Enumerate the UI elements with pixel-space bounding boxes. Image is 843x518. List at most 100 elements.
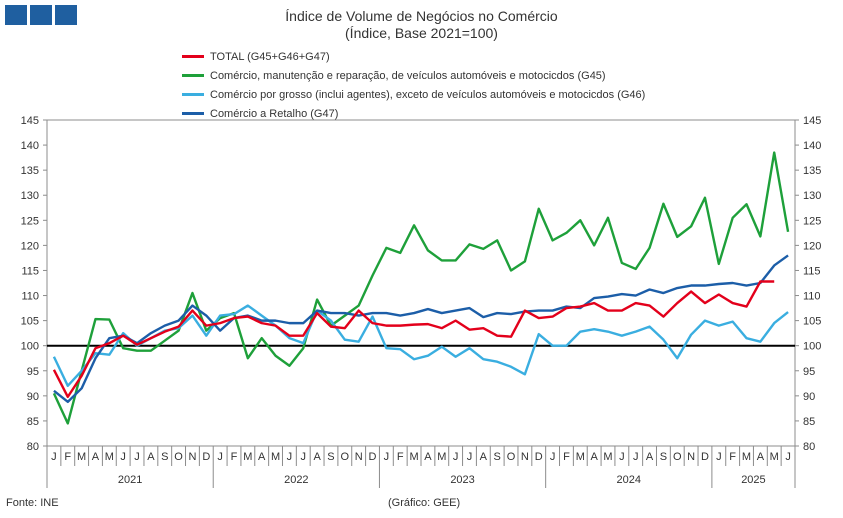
x-year-label: 2021 <box>118 474 142 486</box>
x-month-label: D <box>202 451 210 463</box>
y-tick-label-right: 145 <box>803 115 821 127</box>
x-month-label: F <box>231 451 238 463</box>
legend-label-g47: Comércio a Retalho (G47) <box>210 107 339 120</box>
x-month-label: A <box>147 451 155 463</box>
logo-block-3 <box>55 5 77 25</box>
graph-credit: (Gráfico: GEE) <box>388 497 461 509</box>
x-month-label: J <box>550 451 556 463</box>
x-month-label: A <box>313 451 321 463</box>
x-month-label: J <box>120 451 126 463</box>
x-month-label: S <box>161 451 168 463</box>
series-line-0 <box>52 280 775 399</box>
x-month-label: M <box>576 451 585 463</box>
y-tick-label-right: 115 <box>803 265 821 277</box>
x-year-label: 2022 <box>284 474 308 486</box>
y-tick-label-right: 130 <box>803 190 821 202</box>
x-month-label: S <box>660 451 667 463</box>
y-tick-label-left: 85 <box>27 416 39 428</box>
chart-title-line2: (Índice, Base 2021=100) <box>345 25 498 41</box>
x-month-label: O <box>673 451 682 463</box>
x-month-label: J <box>785 451 791 463</box>
x-month-label: D <box>701 451 709 463</box>
x-month-label: M <box>770 451 779 463</box>
y-tick-label-right: 140 <box>803 140 821 152</box>
y-tick-label-left: 135 <box>21 165 39 177</box>
x-month-label: A <box>757 451 765 463</box>
y-tick-label-left: 95 <box>27 366 39 378</box>
y-tick-label-left: 105 <box>21 316 39 328</box>
legend-item-total: TOTAL (G45+G46+G47) <box>182 47 645 66</box>
x-month-label: F <box>64 451 71 463</box>
y-tick-label-right: 135 <box>803 165 821 177</box>
x-month-label: N <box>188 451 196 463</box>
x-month-label: A <box>258 451 266 463</box>
y-tick-label-left: 80 <box>27 441 39 453</box>
x-month-label: F <box>397 451 404 463</box>
x-month-label: J <box>217 451 223 463</box>
series-line-1 <box>52 151 790 425</box>
legend-swatch-g45 <box>182 74 204 77</box>
series-line-3 <box>53 254 789 404</box>
x-month-label: M <box>603 451 612 463</box>
x-month-label: J <box>633 451 639 463</box>
y-tick-label-right: 90 <box>803 391 815 403</box>
x-month-label: A <box>480 451 488 463</box>
legend-swatch-g46 <box>182 93 204 96</box>
x-year-label: 2023 <box>450 474 474 486</box>
x-month-label: N <box>355 451 363 463</box>
x-month-label: J <box>51 451 57 463</box>
x-month-label: J <box>287 451 293 463</box>
y-tick-label-left: 140 <box>21 140 39 152</box>
legend-item-g47: Comércio a Retalho (G47) <box>182 104 645 123</box>
x-month-label: M <box>409 451 418 463</box>
x-month-label: S <box>494 451 501 463</box>
y-tick-label-right: 125 <box>803 215 821 227</box>
legend-label-g46: Comércio por grosso (inclui agentes), ex… <box>210 88 646 101</box>
gee-logo <box>5 5 77 25</box>
x-month-label: A <box>424 451 432 463</box>
y-tick-label-left: 100 <box>21 341 39 353</box>
x-month-label: M <box>243 451 252 463</box>
x-year-label: 2025 <box>741 474 765 486</box>
x-month-label: F <box>563 451 570 463</box>
x-month-label: M <box>271 451 280 463</box>
legend-label-total: TOTAL (G45+G46+G47) <box>210 50 330 63</box>
x-month-label: O <box>174 451 183 463</box>
x-month-label: A <box>646 451 654 463</box>
x-month-label: D <box>535 451 543 463</box>
x-month-label: M <box>77 451 86 463</box>
x-month-label: O <box>507 451 516 463</box>
y-tick-label-left: 145 <box>21 115 39 127</box>
y-tick-label-right: 95 <box>803 366 815 378</box>
x-month-label: N <box>687 451 695 463</box>
x-month-label: A <box>92 451 100 463</box>
chart-title-line1: Índice de Volume de Negócios no Comércio <box>285 8 558 24</box>
x-month-label: M <box>437 451 446 463</box>
logo-block-1 <box>5 5 27 25</box>
logo-block-2 <box>30 5 52 25</box>
y-tick-label-right: 100 <box>803 341 821 353</box>
legend-item-g45: Comércio, manutenção e reparação, de veí… <box>182 66 645 85</box>
x-month-label: S <box>327 451 334 463</box>
legend-swatch-g47 <box>182 112 204 115</box>
x-month-label: F <box>729 451 736 463</box>
x-year-label: 2024 <box>617 474 641 486</box>
y-tick-label-left: 120 <box>21 240 39 252</box>
source-note: Fonte: INE <box>6 497 59 509</box>
x-month-label: J <box>301 451 307 463</box>
chart-legend: TOTAL (G45+G46+G47) Comércio, manutenção… <box>182 47 645 123</box>
x-month-label: M <box>105 451 114 463</box>
x-month-label: J <box>716 451 722 463</box>
x-month-label: M <box>742 451 751 463</box>
x-month-label: J <box>134 451 140 463</box>
plot-frame <box>46 119 796 447</box>
y-tick-label-right: 110 <box>803 291 821 303</box>
chart-title: Índice de Volume de Negócios no Comércio… <box>0 8 843 42</box>
x-month-label: J <box>453 451 459 463</box>
y-tick-label-left: 90 <box>27 391 39 403</box>
x-month-label: J <box>384 451 390 463</box>
legend-item-g46: Comércio por grosso (inclui agentes), ex… <box>182 85 645 104</box>
x-month-label: A <box>590 451 598 463</box>
legend-swatch-total <box>182 55 204 58</box>
